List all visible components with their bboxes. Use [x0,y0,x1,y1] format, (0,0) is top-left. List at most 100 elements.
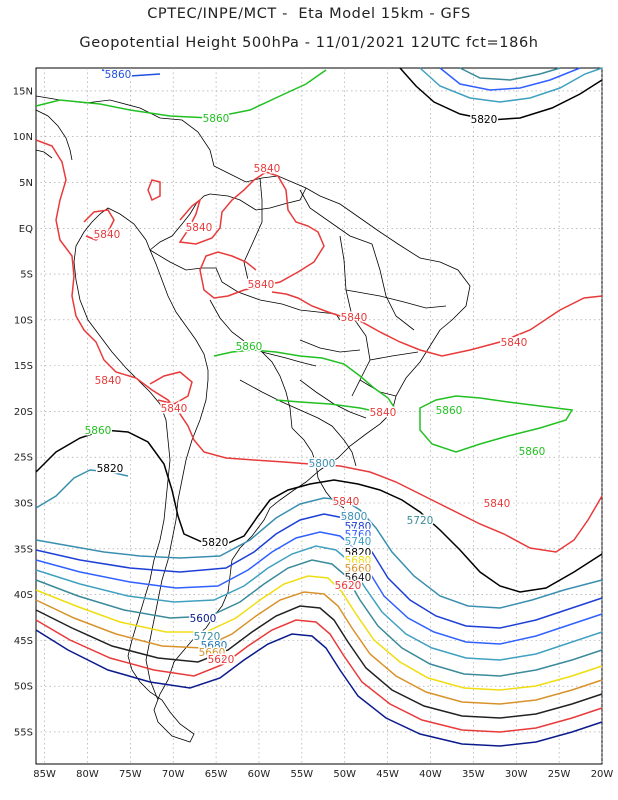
peru-border [149,249,209,380]
label-5720-trough: 5720 [407,515,434,527]
contour-5840-atlantic-north [419,67,603,103]
label-5860-atlantic-b: 5860 [85,425,112,437]
map-frame [35,67,603,765]
contour-5700 [35,575,603,691]
label-5780-trough: 5780 [345,521,372,533]
label-5840-atlantic-south: 5840 [333,496,360,508]
contour-5620 [35,629,603,747]
contour-5860-atlantic [419,395,574,453]
contour-5860-caribbean [35,69,327,119]
argentina-paraguay-border [239,379,357,467]
contour-5840-amazon [178,171,325,299]
label-5600-trough: 5600 [190,613,217,625]
label-5820-argentina: 5820 [345,547,372,559]
contour-5820-pacific [35,429,603,593]
lon-tick-label: 65W [205,769,228,780]
lon-tick-label: 50W [333,769,356,780]
contour-5760 [35,531,603,645]
uruguay-border [317,477,345,509]
label-5860-venezuela: 5860 [203,113,230,125]
label-5840-bolivia: 5840 [95,375,122,387]
lon-tick-label: 70W [162,769,185,780]
lon-tick-label: 85W [33,769,56,780]
chile-argentina-border [145,379,209,701]
label-5680-patagonia: 5680 [201,640,228,652]
contours [35,67,603,747]
lat-tick-label: 45S [14,636,33,647]
lon-tick-label: 40W [419,769,442,780]
lon-tick-label: 60W [248,769,271,780]
label-5860-sao-paulo: 5860 [436,405,463,417]
label-5620-patagonia: 5620 [208,654,235,666]
contour-5840-bolivia [149,371,193,405]
contour-5740 [35,545,603,661]
lat-tick-label: EQ [19,224,33,235]
contour-5800 [35,497,603,609]
graticule [36,68,603,764]
lat-tick-label: 15S [14,361,33,372]
contour-5640 [35,619,603,733]
map-title: CPTEC/INPE/MCT - Eta Model 15km - GFS [147,6,471,22]
contour-5680 [35,591,603,705]
label-5640-trough: 5640 [345,572,372,584]
contour-5840-brazil [271,291,603,357]
label-5840-ecuador: 5840 [186,222,213,234]
label-5800-pacific: 5800 [309,458,336,470]
lon-tick-label: 35W [462,769,485,780]
lat-tick-label: 25S [14,453,33,464]
label-5840-pacific: 5840 [161,403,188,415]
label-5680-trough: 5680 [345,555,372,567]
lat-tick-label: 50S [14,682,33,693]
label-5840-chile-north: 5840 [370,407,397,419]
label-5720-patagonia: 5720 [194,631,221,643]
lon-tick-label: 20W [591,769,614,780]
venezuela-border [149,193,211,251]
label-5860-mato-grosso: 5860 [236,341,263,353]
contour-5840-north [35,139,603,553]
label-5820-pacific: 5820 [97,463,124,475]
label-5840-paraguay: 5840 [484,498,511,510]
lon-tick-label: 55W [291,769,314,780]
label-5800-trough: 5800 [341,511,368,523]
lat-tick-label: 5S [20,270,33,281]
contour-5840-colombia [83,209,115,241]
contour-5780 [35,513,603,629]
contour-5840-atlantic-north-c [459,67,561,81]
lat-tick-label: 55S [14,727,33,738]
label-5760-trough: 5760 [345,529,372,541]
label-5740-trough: 5740 [345,536,372,548]
lat-tick-label: 10N [13,132,33,143]
label-5840-guyana: 5840 [254,163,281,175]
label-5620-trough: 5620 [335,580,362,592]
axis-ticks: 15N 10N 5N EQ 5S 10S 15S 20S 25S 30S 35S 40S 45S 50S 5… [13,86,614,780]
label-5840-atlantic-east: 5840 [501,337,528,349]
label-5660-trough: 5660 [345,563,372,575]
contour-5800-pacific [35,469,129,509]
lat-tick-label: 5N [19,178,33,189]
label-5640-patagonia: 5640 [208,654,235,666]
lat-tick-label: 10S [14,315,33,326]
lat-tick-label: 35S [14,544,33,555]
contour-5860-central [213,349,398,415]
contour-5860-north [101,69,161,77]
label-5840-amazon: 5840 [248,279,275,291]
contour-labels: 5860 5860 5820 5840 5840 5840 5840 5840 5840 5840… [83,68,547,668]
contour-5660 [35,605,603,719]
lon-tick-label: 45W [376,769,399,780]
lon-tick-label: 30W [505,769,528,780]
lat-tick-label: 20S [14,407,33,418]
contour-5840-atlantic-north-b [439,67,581,91]
map-subtitle: Geopotential Height 500hPa - 11/01/2021 … [79,35,539,51]
lat-tick-label: 30S [14,499,33,510]
contour-5820-atlantic-north [399,67,603,121]
bolivia-border [209,299,293,429]
label-5840-colombia: 5840 [94,229,121,241]
lon-tick-label: 80W [76,769,99,780]
lat-tick-label: 15N [13,86,33,97]
lon-tick-label: 75W [119,769,142,780]
contour-5720 [35,559,603,677]
paraguay-border [291,427,319,479]
label-5820-atlantic-north: 5820 [471,114,498,126]
label-5860-atlantic-a: 5860 [519,446,546,458]
